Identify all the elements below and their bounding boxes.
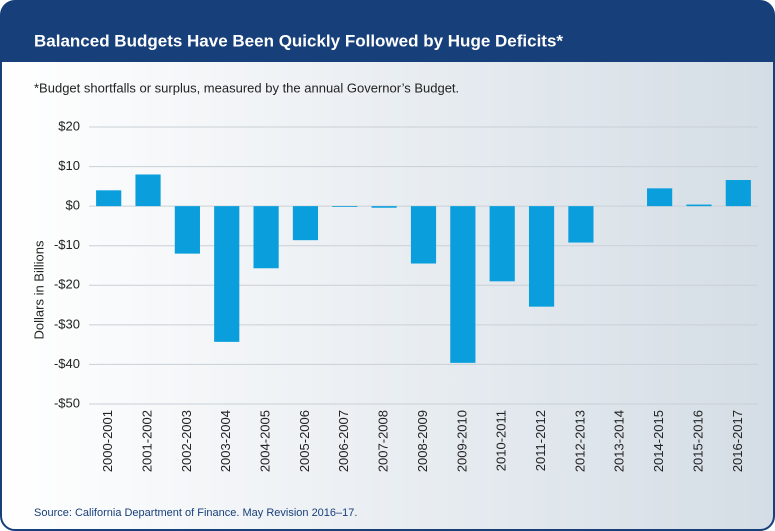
- x-tick-label: 2013-2014: [612, 410, 627, 472]
- y-tick-label: -$10: [54, 237, 80, 252]
- bar: [174, 206, 200, 254]
- x-tick-label: 2014-2015: [651, 410, 666, 472]
- y-tick-label: -$20: [54, 277, 80, 292]
- x-tick-label: 2010-2011: [494, 410, 509, 471]
- bar: [410, 206, 437, 264]
- bar: [647, 188, 673, 207]
- x-tick-label: 2015-2016: [690, 410, 705, 472]
- bar: [371, 206, 397, 208]
- bar: [214, 206, 240, 342]
- source: Source: California Department of Finance…: [34, 507, 357, 519]
- x-tick-label: 2008-2009: [415, 410, 430, 472]
- y-tick-label: $10: [58, 158, 80, 173]
- y-tick-label: -$50: [54, 395, 80, 410]
- x-tick-label: 2003-2004: [218, 410, 233, 472]
- x-tick-label: 2001-2002: [139, 410, 154, 472]
- bar: [135, 174, 161, 207]
- chart-title: Balanced Budgets Have Been Quickly Follo…: [34, 31, 563, 50]
- bar: [96, 190, 122, 207]
- bar: [489, 206, 515, 282]
- y-tick-label: $20: [58, 118, 80, 133]
- x-tick-label: 2016-2017: [730, 410, 745, 472]
- x-tick-label: 2012-2013: [572, 410, 587, 472]
- x-tick-label: 2006-2007: [336, 410, 351, 472]
- bar: [686, 204, 712, 207]
- x-tick-label: 2000-2001: [100, 410, 115, 472]
- bar: [292, 206, 319, 241]
- bar: [253, 206, 279, 269]
- y-tick-label: -$30: [54, 316, 80, 331]
- bar: [528, 206, 555, 307]
- x-tick-label: 2007-2008: [376, 410, 391, 472]
- x-tick-label: 2009-2010: [454, 410, 469, 472]
- header: [1, 1, 774, 62]
- bar: [332, 206, 358, 207]
- x-tick-label: 2004-2005: [258, 410, 273, 472]
- y-axis-label: Dollars in Billions: [31, 240, 46, 339]
- x-tick-label: 2011-2012: [533, 410, 548, 471]
- x-tick-label: 2002-2003: [179, 410, 194, 472]
- subtitle: *Budget shortfalls or surplus, measured …: [34, 80, 459, 95]
- x-tick-label: 2005-2006: [297, 410, 312, 472]
- bar: [568, 206, 594, 243]
- bar: [725, 180, 751, 207]
- bar: [450, 206, 476, 363]
- y-tick-label: -$40: [54, 356, 80, 371]
- y-tick-label: $0: [66, 198, 80, 213]
